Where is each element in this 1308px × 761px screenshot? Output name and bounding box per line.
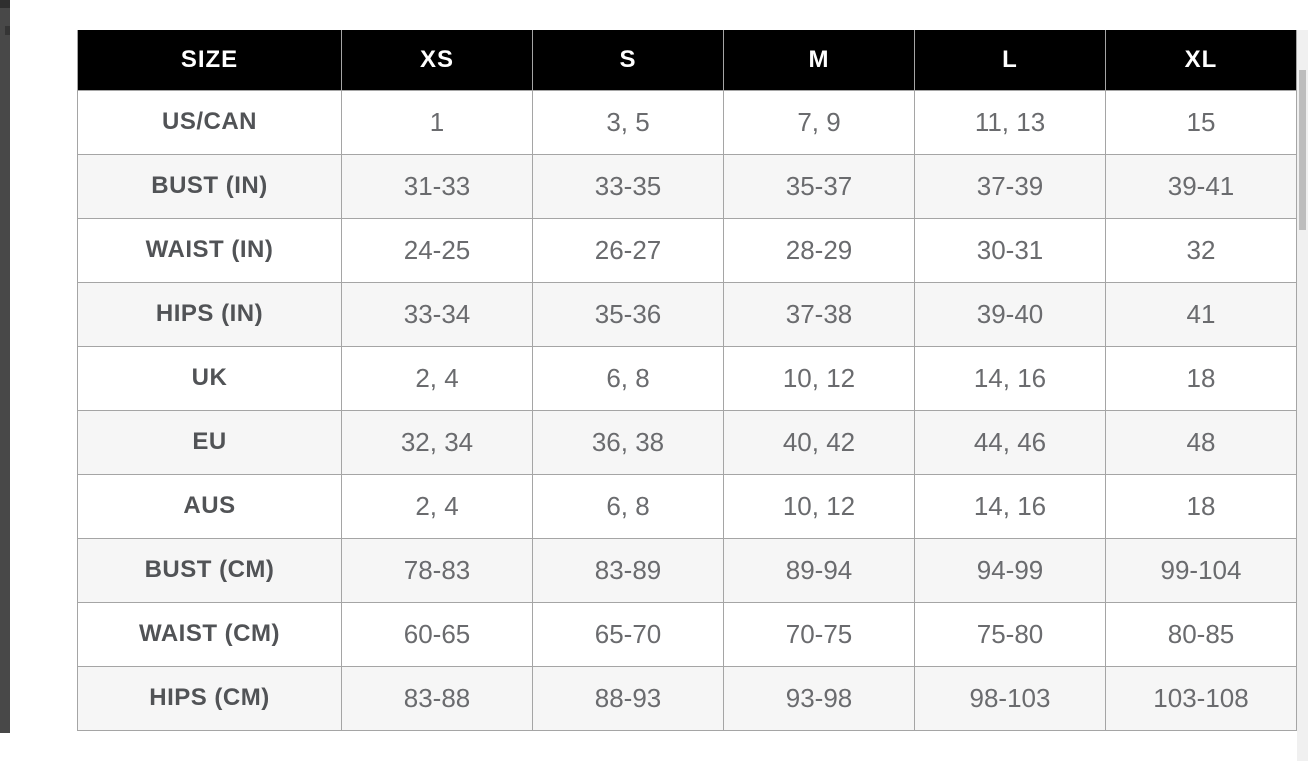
size-value-cell: 33-34 <box>341 281 533 347</box>
size-value-cell: 36, 38 <box>532 409 724 475</box>
size-value-cell: 75-80 <box>914 601 1106 667</box>
table-row: HIPS (IN) 33-34 35-36 37-38 39-40 41 <box>77 281 1297 347</box>
header-cell-xl: XL <box>1105 30 1297 91</box>
table-row: US/CAN 1 3, 5 7, 9 11, 13 15 <box>77 89 1297 155</box>
size-value-cell: 6, 8 <box>532 345 724 411</box>
row-label: HIPS (CM) <box>77 665 342 731</box>
size-value-cell: 89-94 <box>723 537 915 603</box>
size-value-cell: 70-75 <box>723 601 915 667</box>
size-value-cell: 78-83 <box>341 537 533 603</box>
size-value-cell: 48 <box>1105 409 1297 475</box>
table-row: EU 32, 34 36, 38 40, 42 44, 46 48 <box>77 409 1297 475</box>
size-value-cell: 94-99 <box>914 537 1106 603</box>
size-value-cell: 2, 4 <box>341 473 533 539</box>
size-value-cell: 98-103 <box>914 665 1106 731</box>
row-label: HIPS (IN) <box>77 281 342 347</box>
size-value-cell: 39-40 <box>914 281 1106 347</box>
table-row: BUST (CM) 78-83 83-89 89-94 94-99 99-104 <box>77 537 1297 603</box>
size-value-cell: 24-25 <box>341 217 533 283</box>
size-value-cell: 37-39 <box>914 153 1106 219</box>
size-value-cell: 15 <box>1105 89 1297 155</box>
size-chart-body: US/CAN 1 3, 5 7, 9 11, 13 15 BUST (IN) 31-33 33-… <box>77 89 1297 731</box>
size-value-cell: 26-27 <box>532 217 724 283</box>
size-value-cell: 31-33 <box>341 153 533 219</box>
header-cell-m: M <box>723 30 915 91</box>
size-value-cell: 14, 16 <box>914 473 1106 539</box>
table-row: UK 2, 4 6, 8 10, 12 14, 16 18 <box>77 345 1297 411</box>
size-value-cell: 40, 42 <box>723 409 915 475</box>
size-value-cell: 37-38 <box>723 281 915 347</box>
table-row: WAIST (IN) 24-25 26-27 28-29 30-31 32 <box>77 217 1297 283</box>
header-row: SIZE XS S M L XL <box>77 30 1297 91</box>
row-label: US/CAN <box>77 89 342 155</box>
size-value-cell: 39-41 <box>1105 153 1297 219</box>
table-row: WAIST (CM) 60-65 65-70 70-75 75-80 80-85 <box>77 601 1297 667</box>
row-label: EU <box>77 409 342 475</box>
size-value-cell: 103-108 <box>1105 665 1297 731</box>
size-value-cell: 28-29 <box>723 217 915 283</box>
size-value-cell: 6, 8 <box>532 473 724 539</box>
row-label: BUST (IN) <box>77 153 342 219</box>
header-cell-l: L <box>914 30 1106 91</box>
size-value-cell: 83-89 <box>532 537 724 603</box>
header-cell-xs: XS <box>341 30 533 91</box>
table-row: BUST (IN) 31-33 33-35 35-37 37-39 39-41 <box>77 153 1297 219</box>
size-value-cell: 10, 12 <box>723 473 915 539</box>
table-row: AUS 2, 4 6, 8 10, 12 14, 16 18 <box>77 473 1297 539</box>
size-value-cell: 83-88 <box>341 665 533 731</box>
size-value-cell: 11, 13 <box>914 89 1106 155</box>
table-row: HIPS (CM) 83-88 88-93 93-98 98-103 103-108 <box>77 665 1297 731</box>
size-value-cell: 2, 4 <box>341 345 533 411</box>
size-value-cell: 1 <box>341 89 533 155</box>
left-edge-strip-notch <box>5 26 10 35</box>
size-value-cell: 3, 5 <box>532 89 724 155</box>
row-label: BUST (CM) <box>77 537 342 603</box>
header-cell-size: SIZE <box>77 30 342 91</box>
row-label: UK <box>77 345 342 411</box>
row-label: WAIST (CM) <box>77 601 342 667</box>
size-value-cell: 65-70 <box>532 601 724 667</box>
left-edge-strip <box>0 0 10 733</box>
size-value-cell: 88-93 <box>532 665 724 731</box>
size-value-cell: 33-35 <box>532 153 724 219</box>
size-value-cell: 32, 34 <box>341 409 533 475</box>
size-value-cell: 99-104 <box>1105 537 1297 603</box>
size-value-cell: 30-31 <box>914 217 1106 283</box>
header-cell-s: S <box>532 30 724 91</box>
size-value-cell: 35-36 <box>532 281 724 347</box>
size-chart-header: SIZE XS S M L XL <box>77 30 1297 91</box>
scrollbar-thumb[interactable] <box>1299 70 1306 230</box>
row-label: WAIST (IN) <box>77 217 342 283</box>
size-value-cell: 35-37 <box>723 153 915 219</box>
size-value-cell: 18 <box>1105 473 1297 539</box>
size-value-cell: 44, 46 <box>914 409 1106 475</box>
size-value-cell: 80-85 <box>1105 601 1297 667</box>
size-value-cell: 10, 12 <box>723 345 915 411</box>
size-value-cell: 7, 9 <box>723 89 915 155</box>
size-value-cell: 41 <box>1105 281 1297 347</box>
size-chart-table: SIZE XS S M L XL US/CAN 1 3, 5 7, 9 11, 13 15… <box>77 30 1297 731</box>
size-value-cell: 14, 16 <box>914 345 1106 411</box>
scrollbar-track[interactable] <box>1297 30 1308 761</box>
size-value-cell: 18 <box>1105 345 1297 411</box>
size-value-cell: 93-98 <box>723 665 915 731</box>
row-label: AUS <box>77 473 342 539</box>
left-edge-strip-top <box>0 0 10 8</box>
size-value-cell: 60-65 <box>341 601 533 667</box>
size-value-cell: 32 <box>1105 217 1297 283</box>
